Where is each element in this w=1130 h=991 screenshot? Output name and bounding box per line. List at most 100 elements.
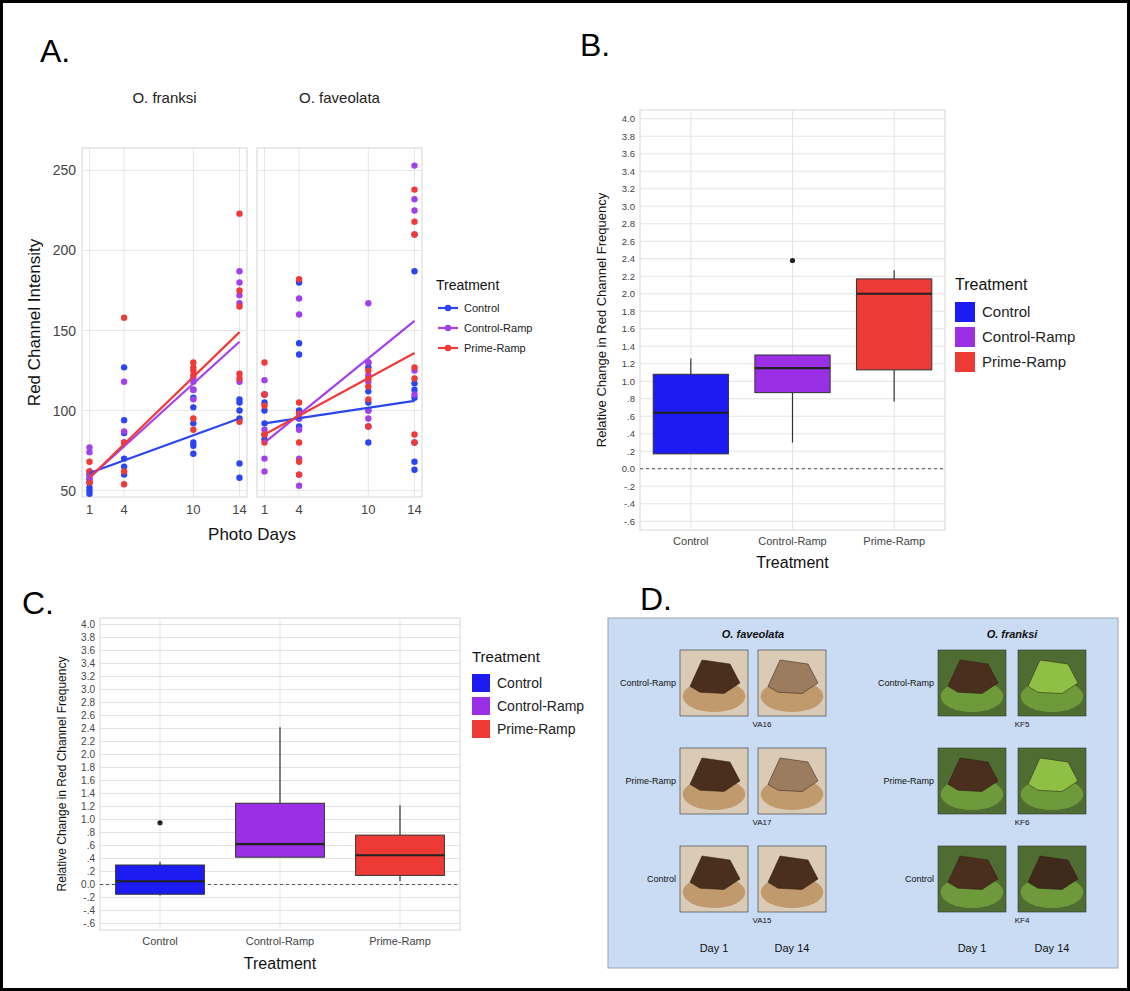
point [296,295,302,301]
point [411,364,417,370]
tick-label: 4 [295,502,302,517]
photo-coral [948,856,998,890]
tick-label: 0.0 [622,463,635,474]
grid-line [239,148,240,497]
tick-label: 2.0 [622,288,635,299]
grid-line [82,170,247,171]
point [236,399,242,405]
tick-label: 3.4 [622,166,635,177]
point [411,231,417,237]
plot-frame [257,148,422,497]
panel-letter: A. [40,33,70,69]
whisker [399,875,400,881]
grid-line [640,468,945,469]
axis-title: Relative Change in Red Channel Frequency [594,192,609,447]
tick-label: 4.0 [622,113,635,124]
legend-label: Prime-Ramp [464,342,526,354]
point [365,439,371,445]
point [261,377,267,383]
legend-label: Prime-Ramp [982,353,1066,370]
day-label: Day 14 [775,942,810,954]
fit-line [90,419,240,473]
grid-line [257,330,422,331]
whisker [690,359,691,375]
sample-id: KF4 [1015,916,1030,925]
point [236,375,242,381]
tick-label: 150 [53,323,77,339]
tick-label: 2.2 [622,271,635,282]
photo-coral [690,660,740,694]
plot-marks [261,162,417,489]
grid-line [400,618,401,930]
tick-label: 2.0 [81,749,95,760]
tick-label: 3.6 [81,645,95,656]
photo-bg [758,650,826,716]
photo-bg [680,846,748,912]
tick-label: Control [673,535,708,547]
point [296,471,302,477]
sample-id: KF6 [1015,818,1030,827]
point [261,359,267,365]
photo [938,650,1006,716]
fit-line [265,401,415,423]
tick-label: 2.8 [81,697,95,708]
point [190,404,196,410]
point [190,387,196,393]
photo [758,650,826,716]
reference-line [640,468,945,469]
median [236,843,325,845]
day-label: Day 1 [700,942,729,954]
tick-label: .6 [87,840,96,851]
photo-coral [690,856,740,890]
box [755,355,830,393]
figure-border [2,2,1129,990]
group-title: O. franksi [987,628,1039,640]
tick-label: .2 [627,446,635,457]
axis-title: Treatment [244,955,317,972]
point [296,340,302,346]
box [857,279,932,370]
point [236,210,242,216]
axis-title: Red Channel Intensity [25,238,44,406]
tick-label: .6 [627,411,635,422]
legend-label: Control [497,675,542,691]
point [86,479,92,485]
point [190,415,196,421]
photo-bg [758,748,826,814]
fit-line [265,321,415,443]
tick-label: 3.8 [622,131,635,142]
point [411,431,417,437]
tick-label: .8 [87,827,96,838]
point [236,475,242,481]
sample-id: KF5 [1015,720,1030,729]
point [236,287,242,293]
point [236,460,242,466]
grid-line [257,170,422,171]
grid-line [82,250,247,251]
tick-label: 4.0 [81,619,95,630]
median [755,367,830,369]
point [411,218,417,224]
point [190,443,196,449]
axis-title: Treatment [756,554,829,571]
photo-bg [938,846,1006,912]
legend-label: Control [982,303,1030,320]
tick-label: 250 [53,162,77,178]
photo-coral [690,758,740,792]
point [190,396,196,402]
photo-coral [768,856,818,890]
outlier [790,258,795,263]
point [236,303,242,309]
point [236,279,242,285]
point [86,479,92,485]
plot-frame [100,618,460,930]
tick-label: 1.0 [622,376,635,387]
legend-swatch [445,305,451,311]
point [296,351,302,357]
tick-label: 2.4 [81,723,95,734]
panel-letter: D. [640,581,672,617]
point [296,459,302,465]
row-label: Control [647,874,676,884]
point [296,471,302,477]
point [121,379,127,385]
